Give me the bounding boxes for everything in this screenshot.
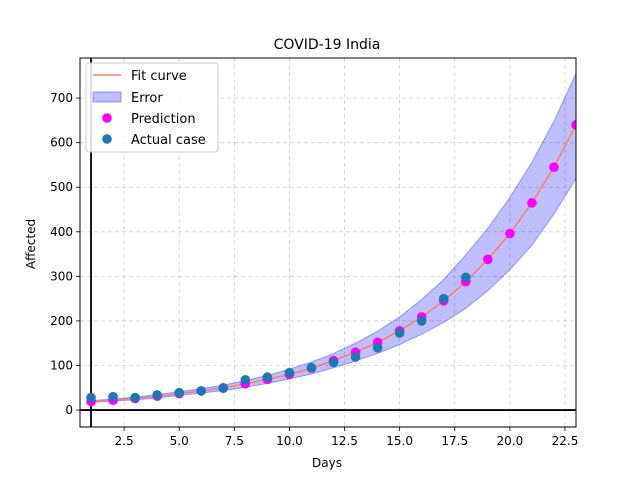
actual-case-point xyxy=(218,383,229,394)
x-tick-label: 7.5 xyxy=(225,434,244,448)
y-axis-label: Affected xyxy=(24,219,38,269)
actual-case-point xyxy=(350,352,361,362)
y-tick-label: 600 xyxy=(50,136,73,150)
y-tick-label: 500 xyxy=(50,180,73,194)
actual-case-point xyxy=(306,362,317,373)
actual-case-point xyxy=(152,390,162,400)
x-tick-label: 10.0 xyxy=(276,434,303,448)
x-tick-label: 15.0 xyxy=(386,434,413,448)
legend-error-swatch xyxy=(92,91,122,103)
legend-prediction-swatch xyxy=(102,113,112,123)
x-tick-label: 12.5 xyxy=(331,434,358,448)
x-tick-label: 17.5 xyxy=(441,434,468,448)
legend-actual-case-swatch xyxy=(102,134,112,144)
plot-area xyxy=(79,57,577,428)
legend-actual-case-label: Actual case xyxy=(131,133,206,148)
prediction-point xyxy=(527,198,537,208)
actual-case-point xyxy=(196,386,207,396)
actual-case-point xyxy=(130,392,140,403)
legend-fit-curve-label: Fit curve xyxy=(131,69,187,84)
legend-prediction-label: Prediction xyxy=(131,112,196,127)
prediction-point xyxy=(483,254,493,265)
x-axis-label: Days xyxy=(312,456,342,470)
y-tick-label: 400 xyxy=(50,225,73,239)
x-tick-label: 20.0 xyxy=(497,434,524,448)
actual-case-point xyxy=(262,372,273,382)
y-tick-label: 200 xyxy=(50,314,73,328)
prediction-point xyxy=(571,120,576,130)
actual-case-point xyxy=(284,367,295,378)
prediction-point xyxy=(505,228,515,239)
axes-frame xyxy=(79,57,577,428)
y-tick-label: 700 xyxy=(50,91,73,105)
error-band xyxy=(90,73,576,404)
x-tick-label: 22.5 xyxy=(552,434,579,448)
legend-box xyxy=(85,62,219,153)
x-tick-label: 2.5 xyxy=(115,434,134,448)
x-tick-label: 5.0 xyxy=(170,434,189,448)
actual-case-point xyxy=(240,374,251,385)
prediction-point xyxy=(549,162,559,172)
actual-case-point xyxy=(86,392,96,403)
legend-error-label: Error xyxy=(131,91,163,106)
actual-case-point xyxy=(108,391,118,402)
clipped-series xyxy=(80,58,576,427)
actual-case-point xyxy=(460,272,471,283)
y-tick-label: 0 xyxy=(65,403,73,417)
actual-case-point xyxy=(328,357,339,368)
chart-title: COVID-19 India xyxy=(274,37,381,53)
y-tick-label: 300 xyxy=(50,269,73,283)
legend: Fit curve Error Prediction Actual case xyxy=(85,62,219,153)
actual-case-point xyxy=(416,316,427,326)
actual-case-point xyxy=(438,293,449,304)
actual-case-point xyxy=(394,328,405,338)
actual-case-point xyxy=(174,387,184,398)
actual-case-point xyxy=(372,342,383,353)
axis-ticks: 2.5 5.0 7.5 10.0 12.5 15.0 17.5 20.0 22.5 0 100 200… xyxy=(50,91,578,448)
y-tick-label: 100 xyxy=(50,359,73,373)
